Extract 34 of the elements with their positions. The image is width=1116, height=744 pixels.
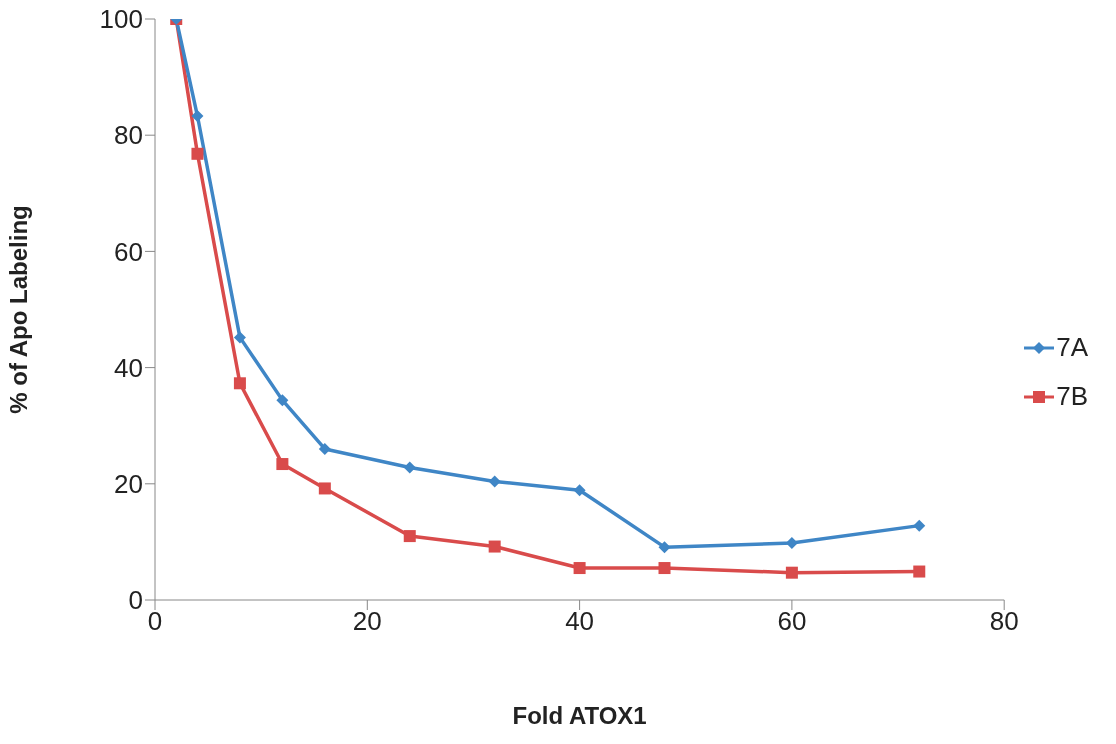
point xyxy=(276,458,289,471)
legend-label: 7B xyxy=(1056,381,1088,412)
x-tick-label: 60 xyxy=(777,606,807,637)
point xyxy=(488,540,501,553)
point xyxy=(573,562,586,575)
point xyxy=(658,541,671,554)
y-tick-label: 100 xyxy=(99,4,143,35)
point xyxy=(403,461,416,474)
point xyxy=(913,565,926,578)
point xyxy=(403,530,416,543)
point xyxy=(658,562,671,575)
point xyxy=(191,110,204,123)
point xyxy=(573,484,586,497)
point xyxy=(488,475,501,488)
x-axis-title: Fold ATOX1 xyxy=(512,702,647,729)
point xyxy=(785,566,798,579)
y-tick-label: 60 xyxy=(114,236,143,267)
point xyxy=(318,442,331,455)
y-tick-label: 20 xyxy=(114,469,143,500)
point xyxy=(913,519,926,532)
y-tick-label: 0 xyxy=(128,585,143,616)
x-tick-label: 40 xyxy=(565,606,595,637)
x-tick-label: 0 xyxy=(147,606,163,637)
legend-label: 7A xyxy=(1056,332,1088,363)
point xyxy=(191,147,204,160)
point xyxy=(276,394,289,407)
y-axis-title: % of Apo Labeling xyxy=(4,205,32,414)
point xyxy=(318,482,331,495)
point xyxy=(233,331,246,344)
y-tick-label: 80 xyxy=(114,120,143,151)
y-tick-label: 40 xyxy=(114,352,143,383)
x-tick-label: 20 xyxy=(352,606,382,637)
x-tick-label: 80 xyxy=(989,606,1019,637)
point xyxy=(233,377,246,390)
